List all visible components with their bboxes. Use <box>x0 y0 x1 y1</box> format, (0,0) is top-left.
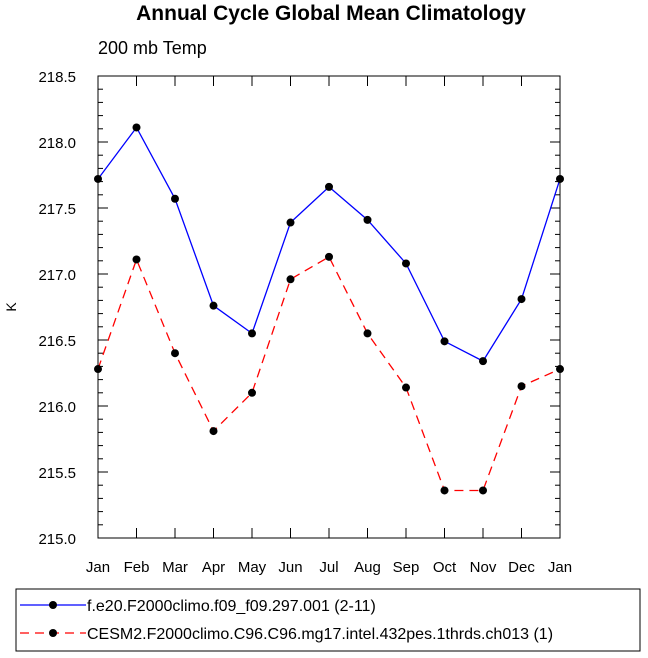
y-tick-label: 217.5 <box>38 201 76 218</box>
legend: f.e20.F2000climo.f09_f09.297.001 (2-11) C… <box>15 588 641 652</box>
series-line-1 <box>97 126 561 362</box>
series-1-point <box>402 259 410 268</box>
chart-title: Annual Cycle Global Mean Climatology <box>136 2 526 25</box>
x-tick-label: Feb <box>124 559 150 576</box>
series-2-point <box>209 427 218 436</box>
series-line-2 <box>97 255 561 492</box>
x-tick-label: Apr <box>202 559 225 576</box>
series-1-point <box>132 123 141 132</box>
series-1-point <box>517 295 526 304</box>
x-tick-label: Oct <box>433 559 457 576</box>
x-tick-label: May <box>238 559 267 576</box>
x-tick-label: Nov <box>470 559 497 576</box>
series-2-point <box>171 349 179 358</box>
y-tick-label: 215.5 <box>38 465 76 482</box>
series-2-point <box>402 383 410 392</box>
legend-marker-1 <box>49 601 57 609</box>
x-tick-label: Dec <box>508 559 535 576</box>
x-tick-label: Jan <box>86 559 110 576</box>
x-tick-label: Mar <box>162 559 188 576</box>
series-1-point <box>286 218 295 227</box>
series-1-point <box>440 337 449 346</box>
axis-tick-labels: Jan Feb Mar Apr May Jun Jul Aug Sep Oct Nov Dec Jan 2… <box>38 69 572 576</box>
y-tick-label: 216.0 <box>38 399 76 416</box>
plot-frame <box>97 75 561 539</box>
series-1-point <box>363 215 372 224</box>
y-tick-label: 215.0 <box>38 531 76 548</box>
x-tick-label: Sep <box>393 559 420 576</box>
series-1-point <box>248 329 256 338</box>
series-2-point <box>363 329 372 338</box>
legend-label-2: CESM2.F2000climo.C96.C96.mg17.intel.432p… <box>87 626 553 643</box>
legend-box <box>15 588 641 652</box>
y-tick-label: 218.5 <box>38 69 76 86</box>
series-2-point <box>248 388 256 397</box>
x-tick-label: Jan <box>548 559 572 576</box>
chart-subtitle: 200 mb Temp <box>98 38 207 58</box>
series-2-point <box>132 255 141 264</box>
series-1-point <box>171 194 179 203</box>
y-axis-label: K <box>3 302 19 312</box>
series-1-point <box>209 301 218 310</box>
series-2-point <box>286 275 295 284</box>
x-tick-label: Jul <box>319 559 338 576</box>
series-2-point <box>440 486 449 495</box>
x-tick-label: Aug <box>354 559 381 576</box>
x-tick-label: Jun <box>278 559 302 576</box>
series-2-point <box>479 486 487 495</box>
series-1-point <box>325 182 333 191</box>
y-tick-label: 216.5 <box>38 333 76 350</box>
series-2-point <box>517 382 526 391</box>
y-tick-label: 218.0 <box>38 135 76 152</box>
legend-label-1: f.e20.F2000climo.f09_f09.297.001 (2-11) <box>87 598 376 615</box>
series-layer <box>94 123 564 495</box>
y-tick-label: 217.0 <box>38 267 76 284</box>
legend-marker-2 <box>49 629 57 637</box>
series-2-point <box>325 252 333 261</box>
series-1-point <box>479 357 487 366</box>
